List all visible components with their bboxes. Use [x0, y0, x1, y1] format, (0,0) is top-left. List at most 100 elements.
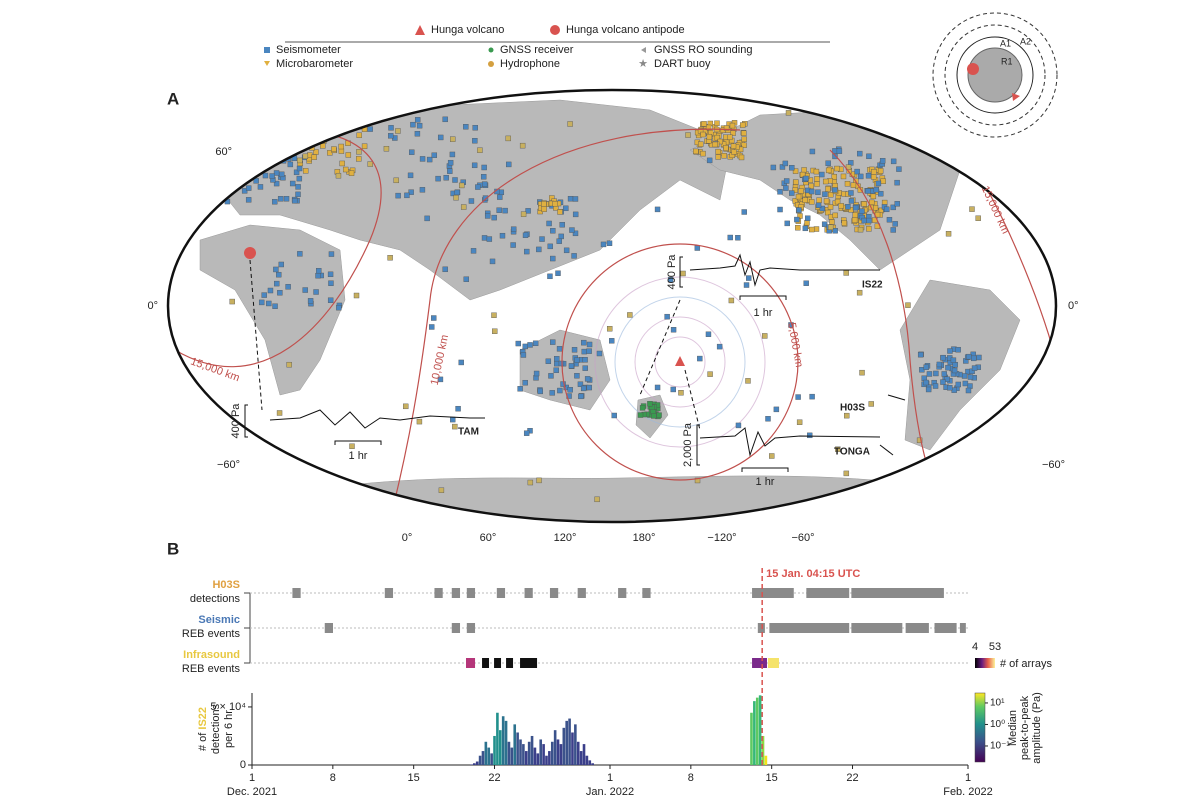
station-symbol	[470, 248, 477, 254]
bar	[571, 732, 574, 765]
station-symbol	[739, 122, 746, 128]
bar	[522, 744, 525, 765]
station-symbol	[571, 253, 577, 259]
colorbar-label: # of arrays	[1000, 658, 1052, 670]
map-frame	[166, 88, 1058, 524]
bar	[524, 751, 528, 765]
station-symbol	[568, 363, 575, 369]
station-symbol	[698, 141, 704, 147]
detection-interval	[384, 588, 394, 598]
station-symbol	[463, 276, 470, 282]
station-symbol	[782, 160, 789, 167]
station-symbol	[429, 324, 435, 330]
x-tick-label: 1	[249, 772, 255, 784]
station-symbol	[834, 198, 841, 205]
station-symbol	[670, 327, 677, 333]
station-symbol	[871, 169, 877, 175]
station-symbol	[274, 155, 280, 162]
station-symbol	[250, 152, 256, 159]
station-symbol	[238, 154, 244, 160]
station-symbol	[278, 261, 285, 268]
station-symbol	[969, 206, 975, 212]
station-symbol	[323, 130, 329, 137]
detection-interval	[451, 588, 461, 598]
station-symbol	[277, 290, 283, 296]
station-symbol	[917, 351, 924, 358]
station-symbol	[409, 149, 415, 155]
station-symbol	[569, 227, 575, 233]
station-symbol	[367, 115, 374, 122]
scale-bar	[739, 295, 787, 300]
scale-label: 400 Pa	[666, 254, 678, 290]
station-symbol	[822, 191, 828, 197]
station-symbol	[253, 178, 259, 184]
detection-interval	[905, 623, 929, 633]
bar	[758, 695, 762, 765]
station-symbol	[670, 386, 676, 393]
station-symbol	[437, 376, 444, 383]
station-symbol	[844, 412, 850, 419]
bar	[542, 744, 545, 765]
station-symbol	[532, 548, 537, 553]
scale-bar	[696, 424, 700, 466]
bar	[490, 753, 493, 765]
bar	[539, 739, 543, 765]
station-symbol	[223, 173, 229, 179]
station-symbol	[296, 134, 302, 140]
station-symbol	[345, 152, 352, 158]
station-symbol	[877, 119, 884, 126]
station-symbol	[276, 271, 282, 278]
station-symbol	[717, 138, 723, 145]
detection-interval	[466, 623, 476, 633]
station-symbol	[522, 379, 528, 386]
leader-line	[684, 369, 701, 431]
bar	[470, 764, 473, 765]
bar	[579, 751, 583, 765]
detection-interval	[524, 588, 533, 598]
station-symbol	[273, 170, 280, 176]
station-symbol	[831, 173, 837, 180]
station-symbol	[960, 548, 965, 553]
station-symbol	[664, 313, 670, 320]
detection-interval	[292, 588, 301, 598]
y-label-highlight: IS22	[197, 707, 209, 730]
station-symbol	[809, 148, 816, 155]
station-symbol	[707, 371, 713, 377]
station-symbol	[848, 190, 854, 196]
station-symbol	[865, 188, 871, 194]
station-symbol	[894, 201, 900, 207]
station-symbol	[700, 150, 706, 157]
station-symbol	[857, 150, 863, 157]
legend-symbol	[550, 25, 560, 35]
station-label: TAM	[458, 427, 479, 438]
event-label: 15 Jan. 04:15 UTC	[766, 568, 860, 580]
bar	[761, 735, 765, 765]
station-symbol	[886, 217, 893, 223]
colorbar-tick-label: 53	[989, 641, 1001, 653]
detection-interval	[959, 623, 966, 633]
station-symbol	[972, 486, 979, 493]
station-symbol	[302, 153, 309, 160]
station-symbol	[572, 211, 579, 218]
station-symbol	[841, 220, 847, 226]
station-symbol	[316, 268, 322, 274]
station-symbol	[594, 496, 600, 503]
scale-bar	[244, 404, 248, 438]
y-axis-label: # of IS22	[197, 707, 209, 751]
station-symbol	[894, 179, 900, 186]
station-symbol	[554, 356, 560, 362]
station-symbol	[502, 207, 508, 214]
bar	[484, 741, 488, 765]
legend-label: Hunga volcano antipode	[566, 24, 685, 36]
inset-volcano	[1012, 93, 1020, 101]
station-symbol	[651, 413, 657, 419]
station-symbol	[647, 401, 653, 407]
colorbar-tick-label: 10⁰	[990, 719, 1005, 730]
station-symbol	[823, 198, 830, 204]
station-symbol	[890, 227, 896, 233]
station-symbol	[944, 376, 950, 382]
station-symbol	[850, 182, 857, 188]
scale-label: 1 hr	[754, 307, 773, 319]
station-symbol	[822, 178, 829, 185]
station-symbol	[267, 155, 274, 161]
